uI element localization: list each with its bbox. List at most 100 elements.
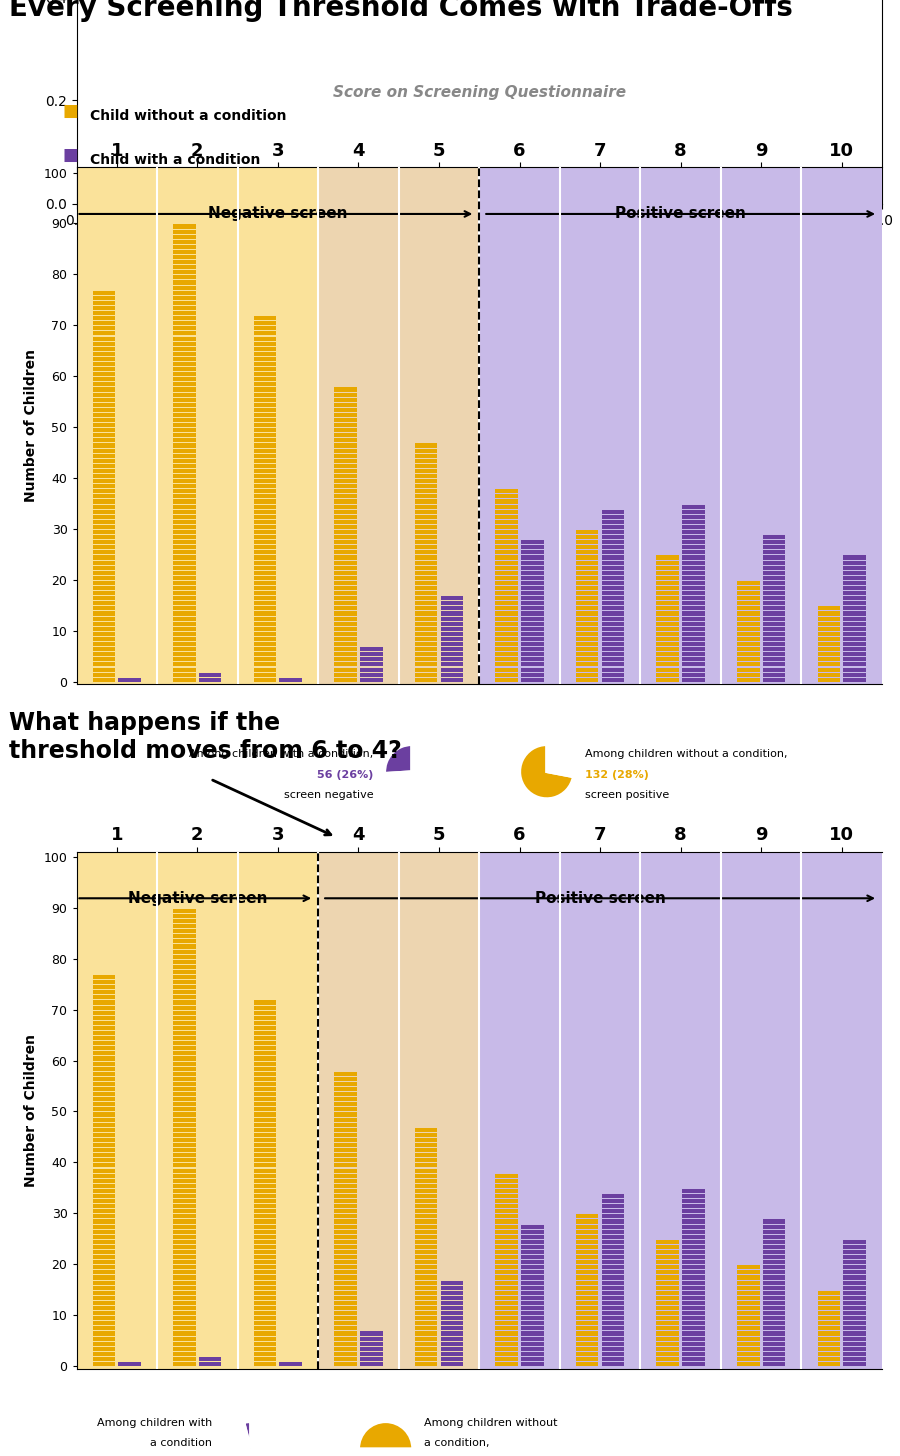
Bar	[441, 626, 464, 630]
Bar	[173, 1270, 195, 1274]
Bar	[441, 1341, 464, 1345]
Bar	[682, 622, 705, 626]
Bar	[93, 1351, 115, 1356]
Bar	[254, 1306, 276, 1310]
Bar	[495, 1245, 518, 1249]
Bar	[360, 1351, 382, 1356]
Bar	[93, 499, 115, 504]
Bar	[602, 1357, 625, 1361]
Bar	[656, 1275, 679, 1280]
Bar	[173, 914, 195, 917]
Bar	[334, 662, 356, 667]
Bar	[656, 601, 679, 606]
Bar	[334, 1184, 356, 1188]
Bar	[173, 1077, 195, 1080]
Bar	[521, 1321, 544, 1325]
Bar	[576, 1261, 598, 1264]
Bar	[173, 1306, 195, 1310]
Bar	[334, 1139, 356, 1142]
Bar	[656, 556, 679, 559]
Bar	[93, 1000, 115, 1005]
Bar	[843, 606, 866, 610]
Bar	[817, 646, 840, 651]
Bar	[656, 677, 679, 681]
Bar	[763, 1326, 786, 1331]
Bar	[173, 1102, 195, 1107]
Bar	[656, 1290, 679, 1294]
Bar	[334, 499, 356, 504]
Bar	[843, 616, 866, 620]
Bar	[254, 1118, 276, 1121]
Bar	[415, 601, 437, 606]
Bar	[173, 1357, 195, 1361]
Bar	[763, 1316, 786, 1321]
Text: Among children with a condition,: Among children with a condition,	[189, 750, 374, 759]
Bar	[173, 1051, 195, 1056]
Bar	[682, 612, 705, 616]
Bar	[173, 1153, 195, 1158]
Bar	[173, 1280, 195, 1284]
Bar	[334, 1082, 356, 1086]
Bar	[495, 1241, 518, 1243]
Bar	[254, 438, 276, 443]
Bar	[495, 561, 518, 565]
Bar	[682, 1194, 705, 1198]
Bar	[334, 1149, 356, 1152]
Bar	[254, 459, 276, 463]
Bar	[576, 612, 598, 616]
Bar	[521, 1235, 544, 1239]
Bar	[173, 1300, 195, 1305]
Bar	[334, 1098, 356, 1101]
Bar	[93, 444, 115, 447]
Bar	[173, 1112, 195, 1117]
Bar	[521, 577, 544, 579]
Bar	[576, 596, 598, 600]
Bar	[415, 1169, 437, 1172]
Bar	[763, 642, 786, 646]
Bar	[173, 622, 195, 626]
Bar	[602, 515, 625, 518]
Bar	[441, 1321, 464, 1325]
Bar	[817, 626, 840, 630]
Bar	[93, 577, 115, 579]
Bar	[173, 301, 195, 304]
Bar	[334, 1224, 356, 1229]
Bar	[763, 616, 786, 620]
Bar	[415, 1306, 437, 1310]
Bar	[173, 632, 195, 636]
Bar	[641, 167, 721, 684]
Bar	[656, 1265, 679, 1270]
Bar	[173, 1006, 195, 1009]
Bar	[199, 1357, 221, 1361]
Bar	[737, 622, 760, 626]
Bar	[495, 1326, 518, 1331]
Bar	[576, 1306, 598, 1310]
Bar	[415, 530, 437, 534]
Bar	[602, 1347, 625, 1351]
Bar	[576, 673, 598, 677]
Bar	[495, 1174, 518, 1178]
Bar	[415, 646, 437, 651]
Bar	[254, 1037, 276, 1040]
Bar	[254, 1337, 276, 1341]
Bar	[656, 642, 679, 646]
Bar	[415, 1220, 437, 1223]
Bar	[441, 616, 464, 620]
Bar	[415, 1310, 437, 1315]
Bar	[415, 520, 437, 524]
Bar	[415, 1149, 437, 1152]
Bar	[495, 1194, 518, 1198]
Bar	[93, 485, 115, 488]
Bar	[737, 616, 760, 620]
Text: Every Screening Threshold Comes with Trade-Offs: Every Screening Threshold Comes with Tra…	[9, 0, 793, 22]
Bar	[254, 1133, 276, 1137]
Wedge shape	[520, 744, 573, 799]
Bar	[521, 1275, 544, 1280]
Bar	[254, 383, 276, 386]
Bar	[334, 1280, 356, 1284]
Bar	[93, 1123, 115, 1127]
Bar	[254, 1143, 276, 1147]
Bar	[415, 1261, 437, 1264]
Bar	[817, 673, 840, 677]
Bar	[254, 652, 276, 657]
